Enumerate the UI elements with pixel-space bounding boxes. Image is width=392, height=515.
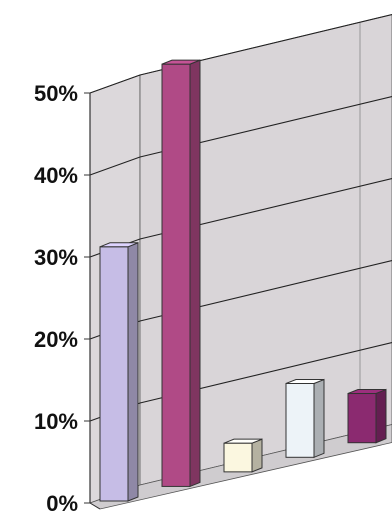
y-tick-label: 30%	[34, 245, 78, 270]
y-axis	[84, 92, 101, 510]
chart-bars	[99, 59, 387, 502]
bar-top-face	[347, 389, 387, 395]
bar-front-face	[285, 382, 315, 458]
y-tick-label: 50%	[34, 81, 78, 106]
bar-side-face	[251, 438, 263, 473]
bar	[347, 388, 387, 444]
bar-side-face	[313, 378, 325, 459]
bar-front-face	[223, 442, 253, 473]
bar-front-face	[161, 63, 191, 487]
bar-top-face	[285, 378, 325, 384]
bar-top-face	[223, 438, 263, 444]
bar-side-face	[127, 242, 139, 502]
y-axis-tick-labels: 0% 10% 20% 30% 40% 50%	[34, 81, 78, 515]
y-tick-label: 10%	[34, 409, 78, 434]
bar-top-face	[161, 59, 201, 65]
bar-front-face	[347, 393, 377, 444]
x-axis-line	[89, 502, 101, 510]
bar-side-face	[189, 59, 201, 488]
y-tick-label: 20%	[34, 327, 78, 352]
y-tick-label: 0%	[46, 491, 78, 515]
gridline	[89, 13, 392, 94]
bar	[99, 242, 139, 502]
y-tick-label: 40%	[34, 163, 78, 188]
bar-top-face	[99, 242, 139, 248]
bar	[223, 438, 263, 473]
bar-side-face	[375, 388, 387, 444]
gridline	[89, 95, 392, 176]
bar-front-face	[99, 246, 129, 502]
bar	[161, 59, 201, 488]
bar	[285, 378, 325, 459]
